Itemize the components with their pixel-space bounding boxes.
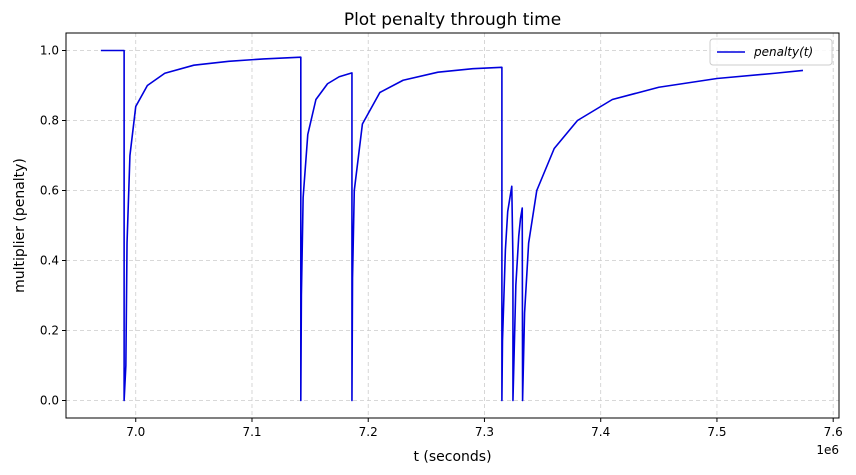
y-tick-label: 0.6 xyxy=(40,184,59,198)
y-axis-label: multiplier (penalty) xyxy=(12,158,28,293)
grid xyxy=(66,33,839,418)
x-tick-label: 7.0 xyxy=(126,425,145,439)
y-axis: 0.0 0.2 0.4 0.6 0.8 1.0 xyxy=(40,44,66,408)
series-line-penalty xyxy=(100,49,804,402)
plot-frame xyxy=(65,32,840,419)
x-tick-label: 7.4 xyxy=(591,425,610,439)
x-tick-label: 7.3 xyxy=(475,425,494,439)
y-tick-label: 1.0 xyxy=(40,44,59,58)
x-tick-label: 7.2 xyxy=(359,425,378,439)
y-tick-label: 0.8 xyxy=(40,114,59,128)
series-layer xyxy=(100,49,804,402)
legend-box xyxy=(709,38,833,66)
x-offset-label: 1e6 xyxy=(816,443,839,457)
chart-title: Plot penalty through time xyxy=(344,10,561,30)
y-tick-label: 0.4 xyxy=(40,254,59,268)
x-axis: 7.0 7.1 7.2 7.3 7.4 7.5 7.6 xyxy=(126,418,843,439)
x-axis-label: t (seconds) xyxy=(413,449,491,465)
y-tick-label: 0.0 xyxy=(40,394,59,408)
legend-entry-penalty: penalty(t) xyxy=(753,45,813,59)
x-tick-label: 7.5 xyxy=(707,425,726,439)
x-tick-label: 7.1 xyxy=(242,425,261,439)
x-tick-label: 7.6 xyxy=(824,425,843,439)
y-tick-label: 0.2 xyxy=(40,324,59,338)
legend: penalty(t) xyxy=(709,38,833,66)
